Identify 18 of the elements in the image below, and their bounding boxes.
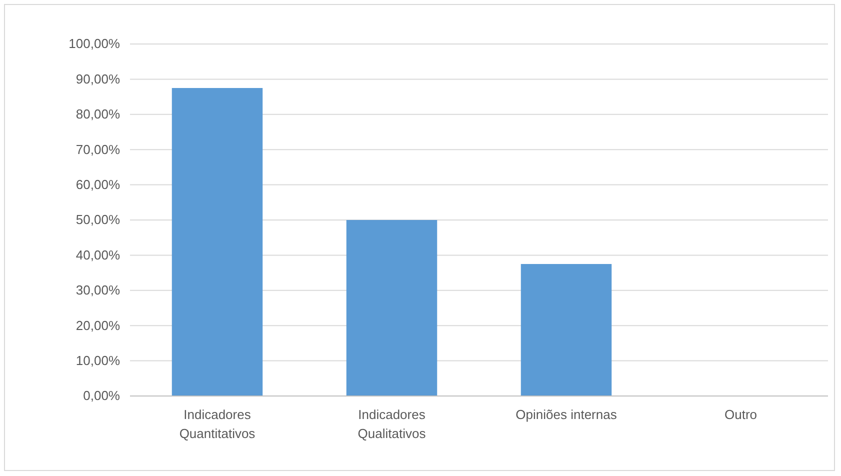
y-tick-label: 40,00% [76, 247, 120, 262]
x-tick-label: Indicadores Qualitativos [358, 407, 426, 442]
y-tick-label: 50,00% [76, 212, 120, 228]
bar [346, 220, 438, 396]
y-tick-label: 20,00% [76, 318, 120, 333]
x-tick-label: Indicadores Quantitativos [179, 407, 256, 442]
y-tick-label: 0,00% [83, 388, 120, 404]
y-tick-label: 80,00% [76, 106, 120, 122]
y-tick-label: 30,00% [76, 282, 120, 298]
bar [172, 88, 263, 396]
y-tick-label: 70,00% [76, 142, 120, 157]
x-tick-label: Outro [724, 407, 758, 422]
y-tick-label: 90,00% [76, 71, 120, 86]
y-tick-label: 60,00% [76, 176, 120, 192]
y-tick-label: 100,00% [68, 36, 120, 52]
x-tick-label: Opiniões internas [516, 407, 618, 422]
bar [520, 264, 612, 396]
y-tick-label: 10,00% [76, 352, 120, 368]
